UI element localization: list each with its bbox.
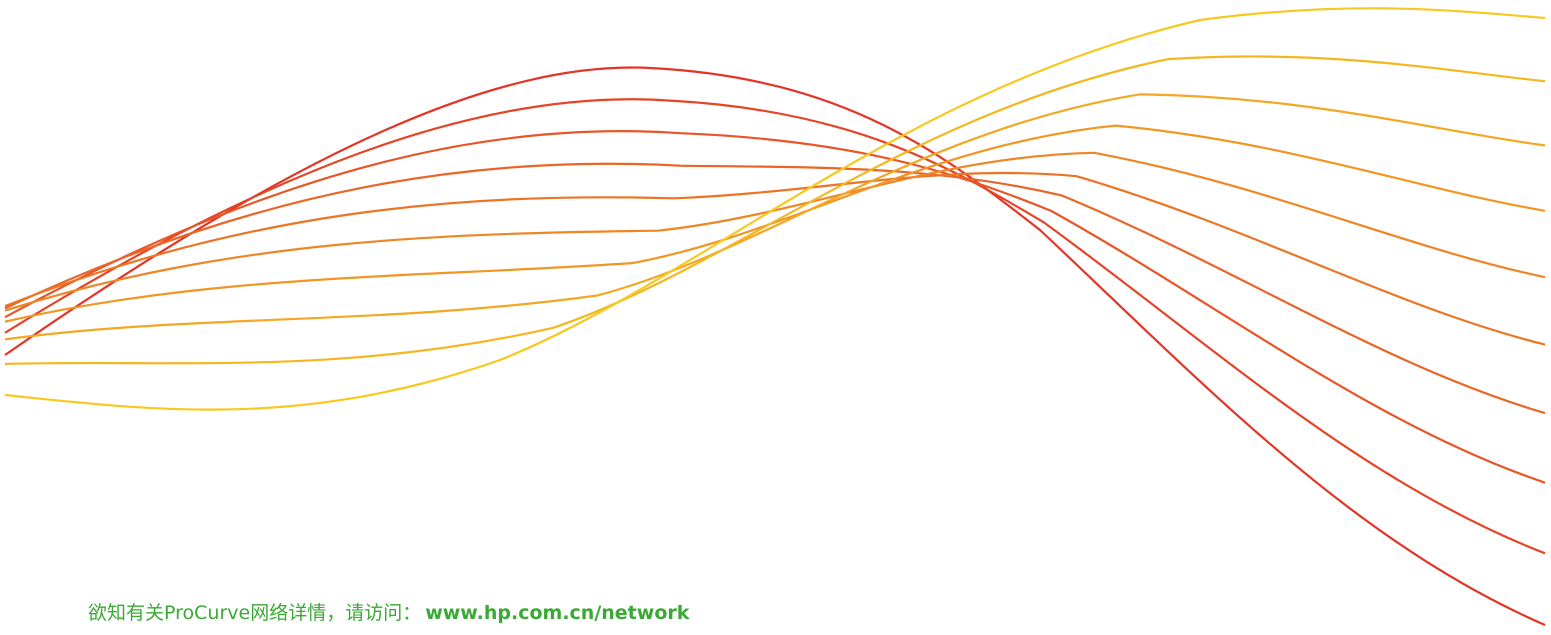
footer-url: www.hp.com.cn/network (425, 602, 689, 624)
wave-line (5, 173, 1545, 345)
footer: 欲知有关ProCurve网络详情，请访问：www.hp.com.cn/netwo… (88, 598, 689, 625)
wave-line (5, 68, 1545, 625)
wave-line (5, 131, 1545, 483)
page: ProCurve {"footer": {"text": "欲知有关ProCur… (0, 0, 1551, 635)
wave-line (5, 126, 1545, 322)
wave-line (5, 164, 1545, 413)
footer-text: 欲知有关ProCurve网络详情，请访问： (88, 602, 421, 624)
page-body: 欲知有关ProCurve网络详情，请访问：www.hp.com.cn/netwo… (0, 0, 1551, 635)
wave-graphic (0, 0, 1551, 635)
wave-line (5, 94, 1545, 339)
